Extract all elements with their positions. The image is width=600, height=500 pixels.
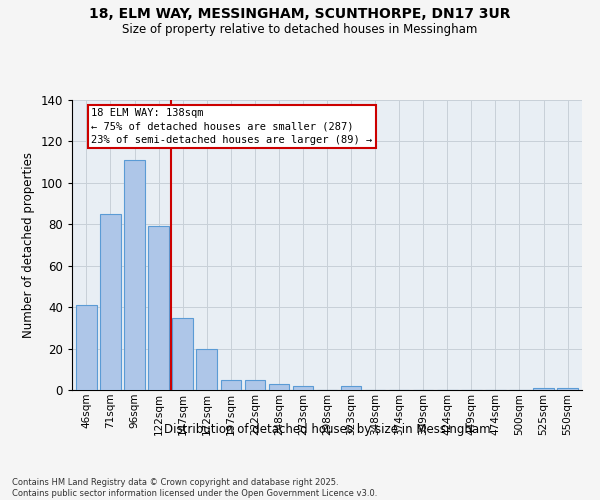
Bar	[76, 305, 97, 390]
Text: Contains HM Land Registry data © Crown copyright and database right 2025.
Contai: Contains HM Land Registry data © Crown c…	[12, 478, 377, 498]
Bar	[172, 318, 193, 390]
Bar	[533, 388, 554, 390]
Bar	[245, 380, 265, 390]
Y-axis label: Number of detached properties: Number of detached properties	[22, 152, 35, 338]
Bar	[293, 386, 313, 390]
Text: Distribution of detached houses by size in Messingham: Distribution of detached houses by size …	[164, 422, 490, 436]
Text: Size of property relative to detached houses in Messingham: Size of property relative to detached ho…	[122, 22, 478, 36]
Bar	[196, 348, 217, 390]
Text: 18, ELM WAY, MESSINGHAM, SCUNTHORPE, DN17 3UR: 18, ELM WAY, MESSINGHAM, SCUNTHORPE, DN1…	[89, 8, 511, 22]
Bar	[124, 160, 145, 390]
Bar	[100, 214, 121, 390]
Text: 18 ELM WAY: 138sqm
← 75% of detached houses are smaller (287)
23% of semi-detach: 18 ELM WAY: 138sqm ← 75% of detached hou…	[91, 108, 373, 144]
Bar	[557, 388, 578, 390]
Bar	[148, 226, 169, 390]
Bar	[341, 386, 361, 390]
Bar	[269, 384, 289, 390]
Bar	[221, 380, 241, 390]
